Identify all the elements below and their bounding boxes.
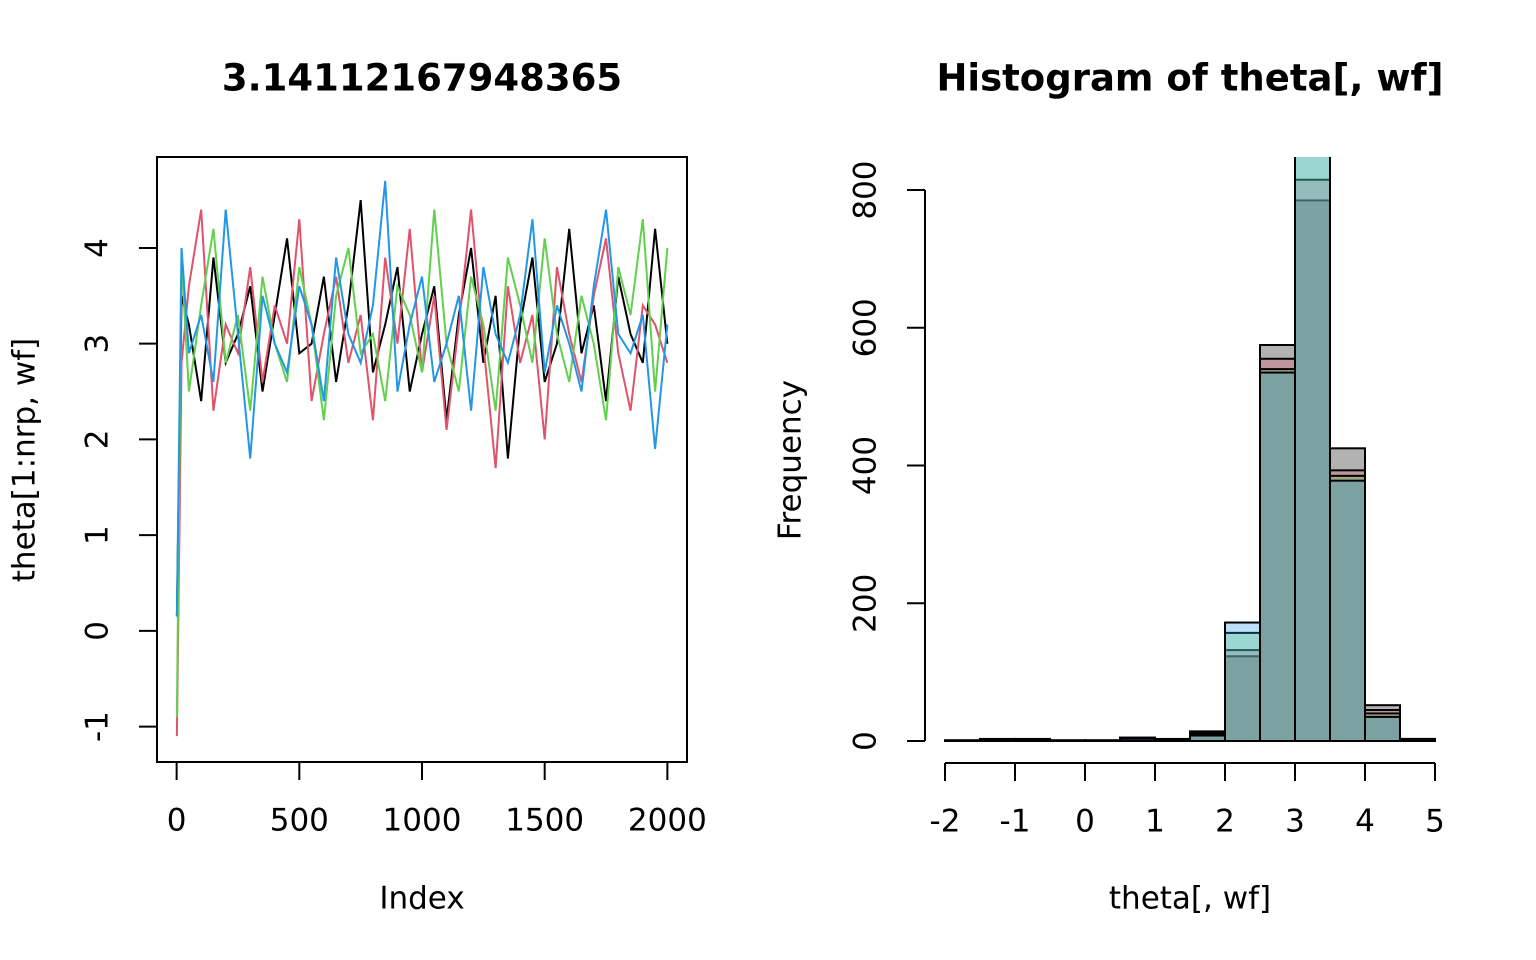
x-tick-label: 0 [1075,804,1095,840]
y-tick-label: 0 [848,731,884,751]
hist-bar [1294,199,1331,743]
hist-bar [1364,712,1401,742]
hist-bar [1399,737,1436,742]
x-tick-label: 2000 [628,803,707,839]
hist-bar [1084,739,1121,743]
hist-bar [944,739,981,743]
trace-line [175,209,669,718]
hist-bar [1259,357,1296,742]
x-tick-label: 1500 [505,803,584,839]
x-tick-label: 1000 [383,803,462,839]
hist-bar [1224,649,1261,743]
hist-bar [1119,737,1156,743]
y-axis-label: Frequency [773,380,809,540]
x-tick-label: 500 [270,803,329,839]
hist-bar [1154,739,1191,743]
hist-bar [1189,734,1226,742]
x-tick-label: 4 [1355,804,1375,840]
trace-line [175,199,669,617]
chart-title: 3.14112167948365 [222,57,622,100]
y-tick-label: 3 [80,334,116,354]
hist-bar [1329,479,1366,742]
y-tick-label: 400 [848,436,884,495]
y-tick-label: 0 [80,621,116,641]
x-tick-label: 5 [1425,804,1445,840]
hist-bar [1049,739,1086,743]
hist-bar [1259,371,1296,742]
hist-bar [1014,739,1051,743]
hist-bar [979,738,1016,742]
chart-title: Histogram of theta[, wf] [936,57,1443,100]
x-tick-label: -2 [930,804,961,840]
y-tick-label: 1 [80,525,116,545]
y-tick-label: -1 [80,711,116,742]
x-tick-label: 0 [167,803,187,839]
x-axis-label: theta[, wf] [1109,881,1271,917]
hist-bar [1364,715,1401,743]
hist-bar [1294,157,1331,743]
x-tick-label: 1 [1145,804,1165,840]
trace-line [175,180,669,617]
x-tick-label: 2 [1215,804,1235,840]
x-axis-label: Index [379,881,464,917]
hist-bar [1224,655,1261,743]
y-axis-label: theta[1:nrp, wf] [7,338,43,582]
x-tick-label: -1 [1000,804,1031,840]
hist-bar [1224,621,1261,743]
y-tick-label: 800 [848,160,884,219]
y-tick-label: 200 [848,574,884,633]
y-tick-label: 2 [80,430,116,450]
x-tick-label: 3 [1285,804,1305,840]
y-tick-label: 600 [848,298,884,357]
y-tick-label: 4 [80,238,116,258]
